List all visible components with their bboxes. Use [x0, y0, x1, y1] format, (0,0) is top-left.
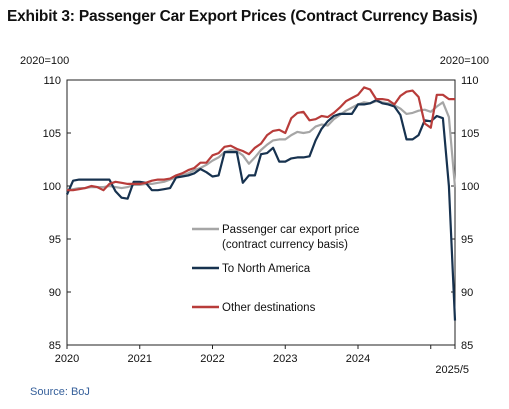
y-tick-label-left: 85: [49, 340, 61, 352]
series-line-3: [67, 86, 455, 192]
legend-label: Passenger car export price: [222, 224, 359, 236]
series-line-1: [66, 100, 457, 192]
plot-area-frame: [66, 79, 456, 346]
x-tick-label: 2025/5: [435, 364, 469, 376]
chart-title: Exhibit 3: Passenger Car Export Prices (…: [7, 8, 478, 25]
x-tick-label: 2021: [128, 353, 152, 365]
y-tick-label-left: 110: [43, 75, 61, 87]
y-tick-label-left: 95: [49, 234, 61, 246]
y-tick-label-left: 100: [43, 181, 61, 193]
y-tick-label-right: 95: [461, 234, 473, 246]
chart-axes: 85 85 90 90 95 95 100 100 105 105 110 110 2020 2021 20…: [43, 75, 480, 376]
x-tick-label: 2023: [273, 353, 297, 365]
legend-label: To North America: [222, 263, 311, 275]
left-axis-unit: 2020=100: [20, 55, 69, 67]
chart-source: Source: BoJ: [30, 386, 90, 398]
x-tick-label: 2020: [55, 353, 79, 365]
chart-legend: Passenger car export price (contract curr…: [192, 224, 359, 314]
chart-series-lines: [65, 86, 457, 321]
y-tick-label-right: 110: [461, 75, 479, 87]
series-line-2: [65, 99, 457, 321]
right-axis-unit: 2020=100: [440, 55, 489, 67]
x-tick-label: 2024: [346, 353, 370, 365]
y-tick-label-left: 105: [43, 128, 61, 140]
y-tick-label-right: 105: [461, 128, 479, 140]
legend-label: (contract currency basis): [222, 239, 348, 251]
y-tick-label-left: 90: [49, 287, 61, 299]
y-tick-label-right: 85: [461, 340, 473, 352]
x-tick-label: 2022: [200, 353, 224, 365]
y-tick-label-right: 100: [461, 181, 479, 193]
legend-label: Other destinations: [222, 302, 316, 314]
y-tick-label-right: 90: [461, 287, 473, 299]
